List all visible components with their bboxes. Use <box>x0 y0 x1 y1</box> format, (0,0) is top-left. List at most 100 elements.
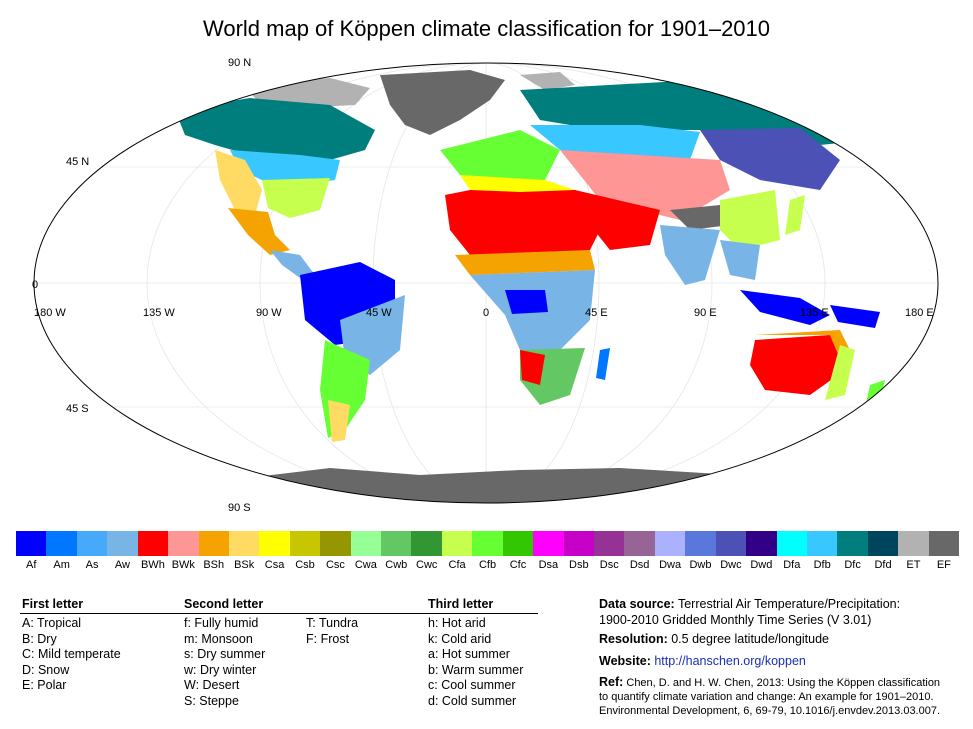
lon-label: 90 W <box>256 307 282 319</box>
list-item: w: Dry winter <box>184 662 257 677</box>
reference-line-3: Environmental Development, 6, 69-79, 10.… <box>599 705 941 717</box>
legend-swatch-csb <box>289 531 321 556</box>
legend-swatch-bsk <box>228 531 260 556</box>
lat-label: 0 <box>32 279 38 291</box>
legend-code-bwk: BWk <box>171 559 195 571</box>
list-item: A: Tropical <box>22 616 82 630</box>
kalahari <box>520 350 545 385</box>
third-letter-heading: Third letter <box>428 597 494 611</box>
legend-swatch-af <box>16 531 47 556</box>
reference: Ref: Chen, D. and H. W. Chen, 2013: Usin… <box>599 675 969 718</box>
central-asia <box>560 150 730 220</box>
north-america-east <box>262 178 330 218</box>
lon-label: 135 E <box>800 307 829 319</box>
indonesia <box>740 290 830 325</box>
legend-swatch-cwb <box>381 531 412 556</box>
lon-label: 45 W <box>366 307 392 319</box>
list-item: B: Dry <box>22 631 57 646</box>
legend-swatch-dsd <box>624 531 655 556</box>
legend-code-dwd: Dwd <box>750 559 773 571</box>
legend-code-bsk: BSk <box>234 559 255 571</box>
legend-divider <box>20 613 538 614</box>
legend-code-et: ET <box>906 559 921 571</box>
svalbard-ice <box>520 72 575 90</box>
list-item: c: Cool summer <box>428 678 516 692</box>
lat-label: 45 S <box>66 403 89 415</box>
legend-code-dwa: Dwa <box>659 559 682 571</box>
data-source-text-2: 1900-2010 Gridded Monthly Time Series (V… <box>599 612 872 627</box>
legend-swatch-cwa <box>350 531 382 556</box>
list-item: S: Steppe <box>184 693 239 708</box>
second-letter-list: f: Fully humid m: Monsoon s: Dry summer … <box>184 616 265 709</box>
madagascar <box>596 348 610 380</box>
legend-code-cfb: Cfb <box>478 559 497 571</box>
lon-label: 180 E <box>905 307 934 319</box>
website-link[interactable]: http://hanschen.org/koppen <box>654 654 806 668</box>
resolution-text: 0.5 degree latitude/longitude <box>671 632 829 646</box>
legend-swatch-et <box>898 531 929 556</box>
legend-swatch-dwb <box>685 531 716 556</box>
website: Website: http://hanschen.org/koppen <box>599 654 969 670</box>
legend-code-as: As <box>85 559 99 571</box>
legend-swatch-dsc <box>594 531 625 556</box>
data-source-text: Terrestrial Air Temperature/Precipitatio… <box>677 597 901 611</box>
reference-label: Ref: <box>599 675 624 689</box>
legend-code-dfc: Dfc <box>844 559 861 571</box>
legend-swatch-dfd <box>867 531 899 556</box>
map-title: World map of Köppen climate classificati… <box>202 16 771 41</box>
climate-legend-labels: Af Am As Aw BWh BWk BSh BSk Csa Csb Csc Cwa Cwb Cwc Cf… <box>16 559 959 571</box>
list-item: b: Warm summer <box>428 662 524 677</box>
legend-swatch-cfa <box>441 531 473 556</box>
legend-code-dfb: Dfb <box>813 559 831 571</box>
lon-label: 0 <box>483 307 489 319</box>
lon-label: 135 W <box>143 307 175 319</box>
legend-swatch-bwk <box>168 531 199 556</box>
legend-code-cwa: Cwa <box>354 559 377 571</box>
lat-label: 90 S <box>228 502 251 514</box>
legend-swatch-aw <box>107 531 138 556</box>
europe <box>440 130 560 180</box>
legend-code-ef: EF <box>936 559 951 571</box>
legend-swatch-csa <box>259 531 290 556</box>
legend-swatch-as <box>76 531 108 556</box>
australia-east <box>825 345 855 400</box>
legend-swatch-am <box>46 531 77 556</box>
mediterranean <box>460 175 575 192</box>
siberia-central <box>530 125 700 162</box>
map-outline <box>33 62 939 504</box>
legend-code-dsa: Dsa <box>538 559 559 571</box>
data-source: Data source: Terrestrial Air Temperature… <box>599 597 969 628</box>
list-item: m: Monsoon <box>184 631 253 646</box>
list-item: d: Cold summer <box>428 693 517 708</box>
sahara <box>445 180 610 260</box>
east-siberia <box>700 128 840 190</box>
legend-code-am: Am <box>53 559 70 571</box>
india <box>660 225 720 285</box>
list-item: F: Frost <box>306 631 350 646</box>
resolution-label: Resolution: <box>599 632 668 646</box>
china-east <box>720 190 780 250</box>
resolution: Resolution: 0.5 degree latitude/longitud… <box>599 632 969 648</box>
legend-swatch-dwc <box>715 531 747 556</box>
list-item: W: Desert <box>184 678 240 692</box>
legend-code-dfd: Dfd <box>874 559 892 571</box>
arabia <box>575 190 660 250</box>
legend-code-bwh: BWh <box>140 559 165 571</box>
legend-code-dsd: Dsd <box>629 559 650 571</box>
north-america-temperate <box>230 150 340 185</box>
koppen-climate-map: 90 N 45 N 0 45 S 90 S 180 W 135 W 90 W 4… <box>32 57 939 514</box>
list-item: E: Polar <box>22 678 67 692</box>
legend-code-dwc: Dwc <box>720 559 742 571</box>
legend-swatch-dfc <box>837 531 868 556</box>
lon-label: 90 E <box>694 307 717 319</box>
list-item: T: Tundra <box>306 616 359 630</box>
legend-swatch-bwh <box>137 531 169 556</box>
new-zealand <box>862 380 885 422</box>
lat-label: 90 N <box>228 57 251 69</box>
lon-label: 45 E <box>585 307 608 319</box>
second-letter-list-extra: T: Tundra F: Frost <box>306 616 358 647</box>
first-letter-heading: First letter <box>22 597 84 611</box>
data-source-label: Data source: <box>599 597 675 611</box>
reference-line-2: to quantify climate variation and change… <box>599 691 934 703</box>
third-letter-list: h: Hot arid k: Cold arid a: Hot summer b… <box>428 616 523 709</box>
